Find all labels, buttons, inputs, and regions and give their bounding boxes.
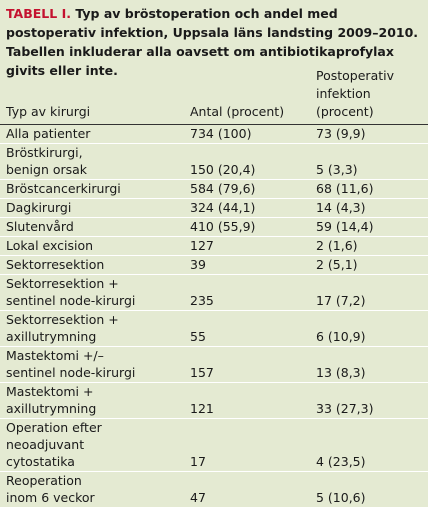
table-row: Operation efter neoadjuvant cytostatika 1… [0, 418, 428, 472]
row-label: Lokal excision [0, 236, 190, 256]
cell: 584 (79,6) [190, 179, 316, 199]
table-row: Sektorresektion + axillutrymning 55 6 (10,… [0, 310, 428, 347]
caption-text: Typ av bröstoperation och andel med post… [6, 6, 419, 78]
row-label: Alla patienter [0, 124, 190, 144]
table-row: Sektorresektion 39 2 (5,1) [0, 255, 428, 275]
cell: 121 [190, 382, 316, 419]
cell: 2 (5,1) [316, 255, 428, 275]
table: Typ av kirurgi Antal (procent) Postopera… [0, 65, 428, 508]
row-label: Sektorresektion [0, 255, 190, 275]
cell: 324 (44,1) [190, 198, 316, 218]
table-row: Alla patienter 734 (100) 73 (9,9) [0, 124, 428, 144]
table-row: Slutenvård 410 (55,9) 59 (14,4) [0, 217, 428, 237]
cell: 68 (11,6) [316, 179, 428, 199]
cell: 33 (27,3) [316, 382, 428, 419]
table-row: Bröstkirurgi, benign orsak 150 (20,4) 5 (3… [0, 143, 428, 180]
cell: 150 (20,4) [190, 143, 316, 180]
row-label: Operation efter neoadjuvant cytostatika [0, 418, 190, 472]
column-header: Typ av kirurgi [0, 65, 190, 125]
cell: 39 [190, 255, 316, 275]
row-label: Dagkirurgi [0, 198, 190, 218]
cell: 17 [190, 418, 316, 472]
cell: 14 (4,3) [316, 198, 428, 218]
cell: 59 (14,4) [316, 217, 428, 237]
table-body: Alla patienter 734 (100) 73 (9,9) Bröstkiru… [0, 124, 428, 508]
cell: 157 [190, 346, 316, 383]
table-row: Reoperation inom 6 veckor 47 5 (10,6) [0, 471, 428, 508]
cell: 13 (8,3) [316, 346, 428, 383]
row-label: Sektorresektion + axillutrymning [0, 310, 190, 347]
cell: 17 (7,2) [316, 274, 428, 311]
row-label: Sektorresektion + sentinel node-kirurgi [0, 274, 190, 311]
cell: 2 (1,6) [316, 236, 428, 256]
table-row: Mastektomi +/– sentinel node-kirurgi 157 1… [0, 346, 428, 383]
row-label: Mastektomi + axillutrymning [0, 382, 190, 419]
cell: 410 (55,9) [190, 217, 316, 237]
table-row: Sektorresektion + sentinel node-kirurgi 2… [0, 274, 428, 311]
column-header: Postoperativ infektion (procent) [316, 65, 428, 125]
table-row: Mastektomi + axillutrymning 121 33 (27,3) [0, 382, 428, 419]
table-row: Bröstcancerkirurgi 584 (79,6) 68 (11,6) [0, 179, 428, 199]
cell: 47 [190, 471, 316, 508]
cell: 55 [190, 310, 316, 347]
caption-label: TABELL I. [6, 6, 71, 21]
row-label: Slutenvård [0, 217, 190, 237]
table-row: Lokal excision 127 2 (1,6) [0, 236, 428, 256]
cell: 127 [190, 236, 316, 256]
caption: TABELL I. Typ av bröstoperation och ande… [0, 0, 428, 78]
cell: 5 (10,6) [316, 471, 428, 508]
column-header: Antal (procent) [190, 65, 316, 125]
cell: 73 (9,9) [316, 124, 428, 144]
cell: 4 (23,5) [316, 418, 428, 472]
cell: 6 (10,9) [316, 310, 428, 347]
row-label: Mastektomi +/– sentinel node-kirurgi [0, 346, 190, 383]
cell: 235 [190, 274, 316, 311]
header-row: Typ av kirurgi Antal (procent) Postopera… [0, 65, 428, 125]
row-label: Bröstcancerkirurgi [0, 179, 190, 199]
row-label: Bröstkirurgi, benign orsak [0, 143, 190, 180]
row-label: Reoperation inom 6 veckor [0, 471, 190, 508]
table-row: Dagkirurgi 324 (44,1) 14 (4,3) [0, 198, 428, 218]
cell: 5 (3,3) [316, 143, 428, 180]
cell: 734 (100) [190, 124, 316, 144]
